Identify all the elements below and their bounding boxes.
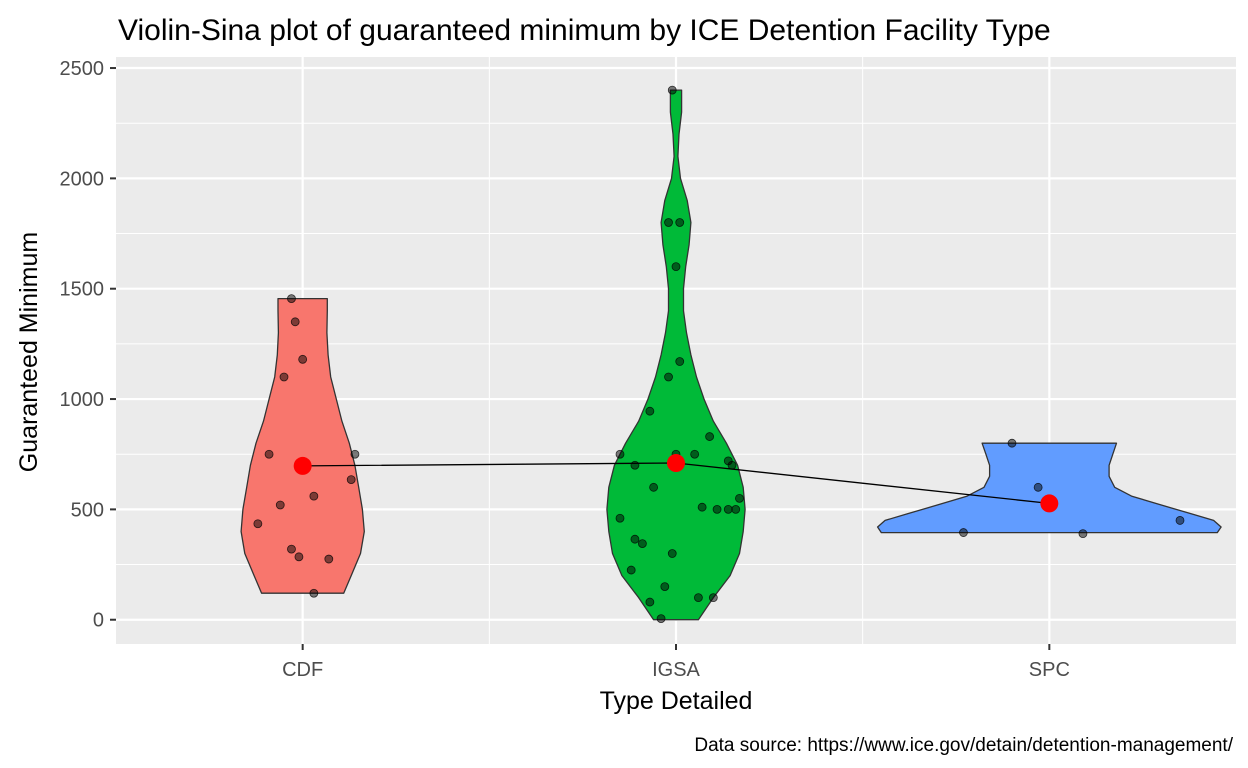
data-source-caption: Data source: https://www.ice.gov/detain/… [694, 735, 1233, 756]
data-point [630, 534, 640, 544]
x-axis-title: Type Detailed [600, 687, 753, 715]
data-point [690, 449, 700, 459]
x-tick-label: SPC [1029, 659, 1070, 681]
data-point [638, 539, 647, 548]
mean-marker-spc [1040, 494, 1059, 513]
data-point [731, 504, 741, 514]
data-point [626, 565, 636, 575]
data-point [615, 449, 625, 459]
data-point [294, 552, 304, 562]
data-point [694, 593, 703, 603]
data-point [649, 482, 658, 492]
data-point [630, 460, 640, 470]
data-point [309, 491, 319, 501]
data-point [1007, 438, 1017, 448]
y-tick-label: 2500 [60, 58, 105, 80]
chart-title: Violin-Sina plot of guaranteed minimum b… [118, 14, 1051, 47]
data-point [324, 554, 334, 564]
data-point [667, 549, 677, 558]
data-point [279, 372, 289, 382]
violin-cdf [240, 297, 365, 594]
mean-markers [293, 454, 1059, 513]
data-point [723, 504, 733, 514]
data-point [1078, 529, 1088, 539]
data-point [253, 519, 263, 529]
mean-marker-cdf [293, 456, 312, 475]
data-point [656, 614, 666, 624]
y-axis: 0 500 1000 1500 2000 2500 [60, 58, 116, 632]
y-tick-label: 0 [93, 610, 104, 632]
data-point [667, 85, 677, 95]
data-point [287, 544, 296, 554]
data-point [298, 354, 308, 364]
data-point [290, 317, 300, 327]
data-point [1033, 482, 1043, 492]
data-point [350, 449, 360, 459]
data-point [287, 294, 296, 304]
data-point [705, 432, 714, 441]
violin-spc [876, 442, 1222, 534]
data-point [309, 588, 319, 598]
x-tick-label: IGSA [652, 659, 700, 681]
data-point [735, 493, 744, 503]
data-point [615, 513, 625, 523]
data-points [253, 85, 1185, 624]
data-point [645, 597, 655, 607]
data-point [664, 372, 673, 382]
data-point [346, 475, 356, 484]
y-tick-label: 1000 [60, 389, 105, 411]
data-point [645, 406, 655, 416]
data-point [664, 218, 673, 227]
y-axis-title: Guaranteed Minimum [15, 232, 43, 472]
data-point [264, 449, 274, 459]
data-point [1175, 516, 1185, 525]
x-tick-label: CDF [282, 659, 323, 681]
data-point [708, 593, 718, 603]
data-point [660, 582, 670, 592]
x-axis: CDF IGSA SPC [282, 644, 1070, 681]
data-point [675, 357, 685, 366]
mean-marker-igsa [667, 454, 685, 473]
y-tick-label: 2000 [60, 168, 105, 190]
data-point [671, 262, 681, 272]
data-point [727, 460, 737, 470]
data-point [275, 500, 285, 510]
y-tick-label: 500 [71, 499, 104, 521]
data-point [697, 502, 707, 512]
data-point [712, 504, 722, 514]
data-point [675, 218, 685, 227]
data-point [959, 528, 968, 537]
y-tick-label: 1500 [60, 279, 105, 301]
